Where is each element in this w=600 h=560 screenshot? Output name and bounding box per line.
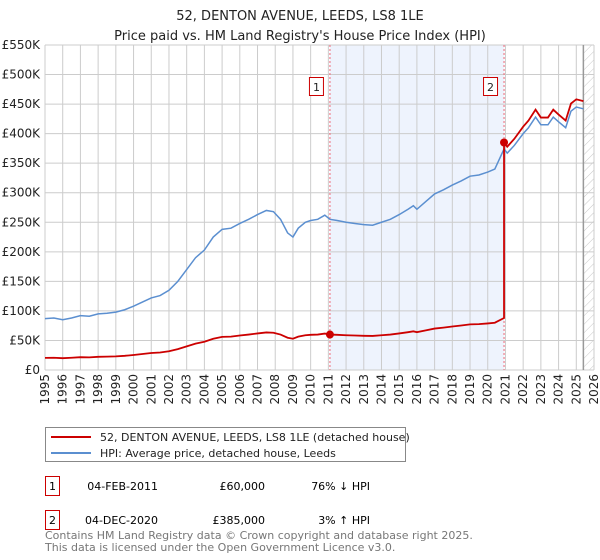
x-tick-label: 2003: [180, 374, 194, 405]
sale-marker-badge: [45, 476, 60, 496]
y-tick-label: £100K: [2, 304, 42, 318]
legend-label-hpi: HPI: Average price, detached house, Leed…: [100, 447, 336, 460]
y-tick-label: £150K: [2, 274, 42, 288]
y-tick-label: £400K: [2, 127, 42, 141]
legend-box: [45, 427, 406, 462]
x-tick-label: 2011: [321, 374, 335, 405]
footer-licence: This data is licensed under the Open Gov…: [44, 541, 395, 554]
y-tick-label: £50K: [9, 333, 41, 347]
x-tick-label: 2016: [410, 374, 424, 405]
x-tick-label: 2021: [498, 374, 512, 405]
y-tick-label: £200K: [2, 245, 42, 259]
x-tick-label: 2015: [392, 374, 406, 405]
sale-row-2: 2 04-DEC-2020 £385,000 3% ↑ HPI: [45, 510, 370, 530]
y-tick-label: £300K: [2, 186, 42, 200]
x-tick-label: 2019: [463, 374, 477, 405]
sale-date: 04-FEB-2011: [87, 480, 158, 493]
y-tick-label: £250K: [2, 215, 42, 229]
chart-title: 52, DENTON AVENUE, LEEDS, LS8 1LE: [176, 9, 424, 24]
x-tick-label: 2001: [144, 374, 158, 405]
legend: 52, DENTON AVENUE, LEEDS, LS8 1LE (detac…: [45, 427, 410, 462]
x-tick-label: 2012: [339, 374, 353, 405]
x-tick-label: 2026: [587, 374, 600, 405]
sale-date: 04-DEC-2020: [85, 514, 158, 527]
sale-point: [325, 330, 334, 339]
sale-id: 2: [49, 514, 56, 527]
x-tick-label: 1998: [91, 374, 105, 405]
sale-marker-label: 2: [487, 81, 494, 94]
sale-price: £60,000: [220, 480, 266, 493]
sale-marker-badge: [45, 510, 60, 530]
y-tick-label: £0: [25, 363, 40, 377]
hpi-line: [44, 106, 584, 321]
x-tick-label: 1999: [109, 374, 123, 405]
sale-point: [500, 138, 509, 147]
sale-price: £385,000: [213, 514, 266, 527]
y-tick-label: £350K: [2, 156, 42, 170]
y-tick-label: £550K: [2, 38, 42, 52]
legend-label-property: 52, DENTON AVENUE, LEEDS, LS8 1LE (detac…: [100, 431, 410, 444]
x-tick-label: 1997: [73, 374, 87, 405]
x-tick-label: 1996: [56, 374, 70, 405]
x-tick-label: 2025: [569, 374, 583, 405]
x-tick-label: 2013: [357, 374, 371, 405]
sale-marker-badge: [308, 77, 324, 96]
x-tick-label: 2010: [304, 374, 318, 405]
x-tick-label: 2002: [162, 374, 176, 405]
x-tick-label: 2009: [286, 374, 300, 405]
x-tick-label: 2000: [127, 374, 141, 405]
x-axis: 1995 1996 1997 1998 1999 2000 2001 2002 2003 2004…: [38, 374, 600, 405]
y-tick-label: £450K: [2, 97, 42, 111]
sale-marker-label: 1: [313, 81, 320, 94]
x-tick-label: 2005: [215, 374, 229, 405]
forecast-hatch: [583, 45, 594, 370]
x-tick-label: 2024: [552, 374, 566, 405]
sales-table: 1 04-FEB-2011 £60,000 76% ↓ HPI 2 04-DEC…: [45, 476, 370, 530]
x-tick-label: 2017: [428, 374, 442, 405]
y-tick-label: £500K: [2, 68, 42, 82]
x-tick-label: 2007: [251, 374, 265, 405]
x-tick-label: 2008: [268, 374, 282, 405]
sale-hpi-delta: 3% ↑ HPI: [318, 514, 370, 527]
x-tick-label: 2020: [481, 374, 495, 405]
sale-id: 1: [49, 480, 56, 493]
sale-marker-badge: [483, 77, 499, 96]
x-tick-label: 1995: [38, 374, 52, 405]
x-tick-label: 2004: [197, 374, 211, 405]
x-tick-label: 2014: [374, 374, 388, 405]
footer-copyright: Contains HM Land Registry data © Crown c…: [45, 529, 473, 542]
x-tick-label: 2023: [534, 374, 548, 405]
chart-subtitle: Price paid vs. HM Land Registry's House …: [114, 29, 486, 44]
sale-row-1: 1 04-FEB-2011 £60,000 76% ↓ HPI: [45, 476, 370, 496]
y-axis: £0 £50K £100K £150K £200K £250K £300K £350K £400…: [2, 38, 42, 377]
x-tick-label: 2018: [445, 374, 459, 405]
x-tick-label: 2006: [233, 374, 247, 405]
x-tick-label: 2022: [516, 374, 530, 405]
sale-hpi-delta: 76% ↓ HPI: [311, 480, 370, 493]
